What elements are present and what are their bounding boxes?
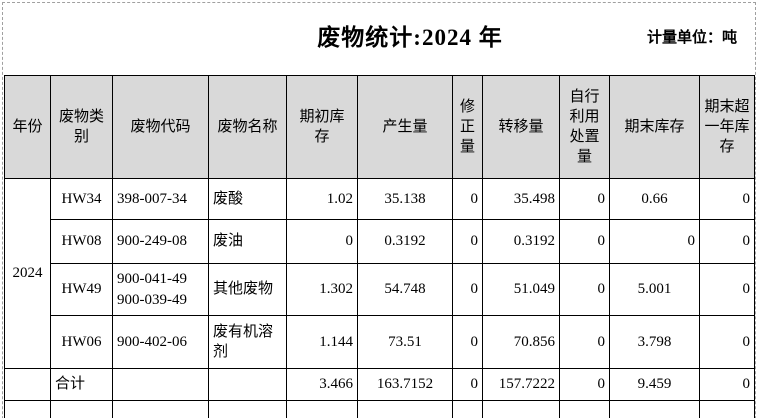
cell-generated: 163.7152 (357, 368, 453, 401)
cell-generated: 54.748 (357, 263, 453, 316)
cell-over-one-year: 0 (699, 263, 755, 316)
cell-code: 900-041-49 900-039-49 (112, 263, 209, 316)
cell-generated: 0.3192 (357, 219, 453, 264)
cell-self-disposed: 0 (559, 368, 610, 401)
cell-transferred: 51.049 (482, 263, 560, 316)
cell-category: HW06 (50, 315, 113, 369)
cell-transferred: 0.3192 (482, 219, 560, 264)
cell-name: 其他废物 (208, 263, 287, 316)
cell-closing: 3.798 (609, 315, 700, 369)
cell-over-one-year: 0 (699, 219, 755, 264)
total-row: 合计 3.466 163.7152 0 157.7222 0 9.459 0 (4, 368, 755, 401)
cell-generated: 35.138 (357, 178, 453, 220)
cell-corrected: 0 (452, 219, 483, 264)
col-header-opening: 期初库 存 (286, 75, 358, 179)
col-header-corrected: 修 正 量 (452, 75, 483, 179)
waste-statistics-table: 年份 废物类 别 废物代码 废物名称 期初库 存 产生量 修 正 量 转移量 自… (4, 75, 755, 418)
cell-self-disposed: 0 (559, 178, 610, 220)
table-row: 2024 HW34 398-007-34 废酸 1.02 35.138 0 35… (4, 178, 755, 369)
cell-name: 废有机溶剂 (208, 315, 287, 369)
col-header-over-one-year: 期末超 一年库 存 (699, 75, 755, 179)
cell-opening: 1.144 (286, 315, 358, 369)
cell-corrected: 0 (452, 178, 483, 220)
cell-category: HW34 (50, 178, 113, 220)
col-header-name: 废物名称 (208, 75, 287, 179)
cell-name: 废酸 (208, 178, 287, 220)
cell-opening: 1.302 (286, 263, 358, 316)
cell-closing: 9.459 (609, 368, 700, 401)
table-row: HW08 900-249-08 废油 0 0.3192 0 0.3192 0 0… (5, 219, 755, 264)
cell-year-blank (4, 368, 51, 401)
table-row: HW06 900-402-06 废有机溶剂 1.144 73.51 0 70.8… (5, 315, 755, 369)
cell-self-disposed: 0 (559, 219, 610, 264)
cell-over-one-year: 0 (699, 178, 755, 220)
cell-code: 398-007-34 (112, 178, 209, 220)
cell-self-disposed: 0 (559, 263, 610, 316)
cell-over-one-year: 0 (699, 368, 755, 401)
page-title: 废物统计:2024 年 (317, 25, 503, 50)
col-header-code: 废物代码 (112, 75, 209, 179)
cell-transferred: 157.7222 (482, 368, 560, 401)
cell-transferred: 35.498 (482, 178, 560, 220)
cell-over-one-year: 0 (699, 315, 755, 369)
cell-closing: 5.001 (609, 263, 700, 316)
col-header-self-disposed: 自行 利用 处置 量 (559, 75, 610, 179)
col-header-transferred: 转移量 (482, 75, 560, 179)
cell-opening: 1.02 (286, 178, 358, 220)
cell-self-disposed: 0 (559, 315, 610, 369)
cell-name: 废油 (208, 219, 287, 264)
col-header-closing: 期末库存 (609, 75, 700, 179)
cell-opening: 0 (286, 219, 358, 264)
empty-row (4, 400, 755, 418)
cell-category: HW08 (50, 219, 113, 264)
cell-code: 900-249-08 (112, 219, 209, 264)
cell-code-blank (112, 368, 209, 401)
table-row: HW49 900-041-49 900-039-49 其他废物 1.302 54… (5, 263, 755, 316)
col-header-year: 年份 (4, 75, 51, 179)
cell-closing: 0 (609, 219, 700, 264)
cell-closing: 0.66 (609, 178, 700, 220)
unit-label: 计量单位：吨 (646, 30, 737, 46)
cell-corrected: 0 (452, 368, 483, 401)
cell-year: 2024 (4, 178, 51, 369)
col-header-category: 废物类 别 (50, 75, 113, 179)
cell-generated: 73.51 (357, 315, 453, 369)
cell-opening: 3.466 (286, 368, 358, 401)
cell-name-blank (208, 368, 287, 401)
cell-category: HW49 (50, 263, 113, 316)
cell-code: 900-402-06 (112, 315, 209, 369)
col-header-generated: 产生量 (357, 75, 453, 179)
table-header-row: 年份 废物类 别 废物代码 废物名称 期初库 存 产生量 修 正 量 转移量 自… (4, 75, 755, 179)
total-label: 合计 (50, 368, 113, 401)
cell-corrected: 0 (452, 263, 483, 316)
cell-transferred: 70.856 (482, 315, 560, 369)
cell-corrected: 0 (452, 315, 483, 369)
